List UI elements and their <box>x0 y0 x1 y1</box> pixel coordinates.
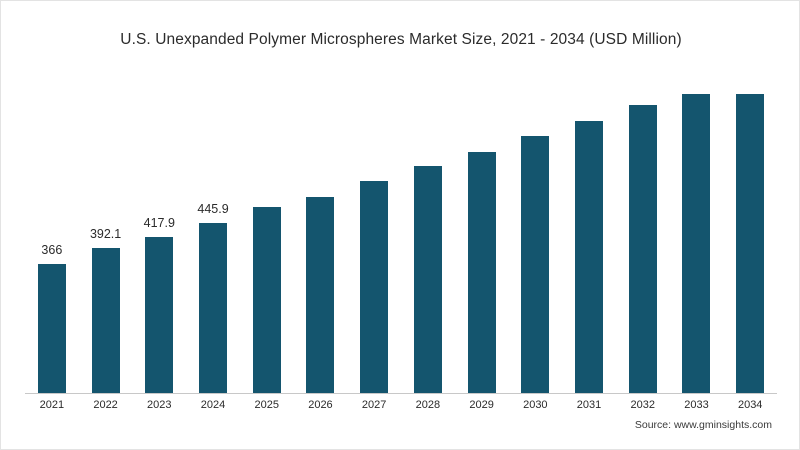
bar-slot: 392.1 <box>79 73 133 393</box>
bar-value-label: 366 <box>41 243 63 257</box>
x-axis-tick-label: 2029 <box>469 399 494 411</box>
bar-slot: 0 <box>294 73 348 393</box>
bar-slot: 417.9 <box>132 73 186 393</box>
bar-value-label: 445.9 <box>197 202 229 216</box>
bar[interactable] <box>413 166 442 393</box>
chart-title: U.S. Unexpanded Polymer Microspheres Mar… <box>120 31 682 48</box>
x-axis-tick-label: 2028 <box>415 399 441 411</box>
x-axis-tick-label: 2026 <box>308 399 333 411</box>
bar[interactable] <box>91 248 120 393</box>
bar[interactable] <box>252 207 281 393</box>
bar[interactable] <box>736 94 765 393</box>
bar[interactable] <box>628 105 657 393</box>
bar-slot: 0 <box>508 73 562 393</box>
x-axis-tick-label: 2022 <box>93 399 118 411</box>
bar-value-label: 392.1 <box>89 227 122 241</box>
x-axis-tick-label: 2034 <box>737 399 763 411</box>
bar[interactable] <box>575 121 604 393</box>
bar-slot: 0 <box>723 73 777 393</box>
bar[interactable] <box>306 197 335 393</box>
bar-slot: 0 <box>616 73 670 393</box>
x-axis-tick-label: 2025 <box>254 399 279 411</box>
bar[interactable] <box>467 152 496 393</box>
bar[interactable] <box>521 136 550 393</box>
x-axis-tick-label: 2030 <box>523 399 548 411</box>
x-axis-tick-label: 2031 <box>576 399 602 411</box>
x-axis-tick-label: 2033 <box>684 399 709 411</box>
bar-slot: 0 <box>401 73 455 393</box>
x-axis-line <box>25 393 777 394</box>
x-axis-tick-label: 2024 <box>200 399 226 411</box>
bar[interactable] <box>682 94 711 393</box>
source-note: Source: www.gminsights.com <box>634 419 772 431</box>
x-axis-tick-labels: 2021 2022 2023 2024 2025 2026 2027 2028 2029 2030… <box>25 399 777 411</box>
x-axis-tick-label: 2021 <box>39 399 65 411</box>
x-axis-tick-label: 2027 <box>361 399 387 411</box>
x-axis-tick-label: 2032 <box>630 399 655 411</box>
bar[interactable] <box>37 264 66 393</box>
bar[interactable] <box>360 181 389 393</box>
bar[interactable] <box>145 237 174 393</box>
bar-slot: 0 <box>347 73 401 393</box>
bar[interactable] <box>199 223 228 393</box>
bar-slot: 0 <box>562 73 616 393</box>
x-axis-tick-label: 2023 <box>147 399 172 411</box>
bar-slot: 0 <box>455 73 509 393</box>
bar-slot: 366 <box>25 73 79 393</box>
bar-slot: 0 <box>670 73 724 393</box>
bar-slot: 0 <box>240 73 294 393</box>
bar-slot: 445.9 <box>186 73 240 393</box>
bar-value-label: 417.9 <box>143 216 175 230</box>
